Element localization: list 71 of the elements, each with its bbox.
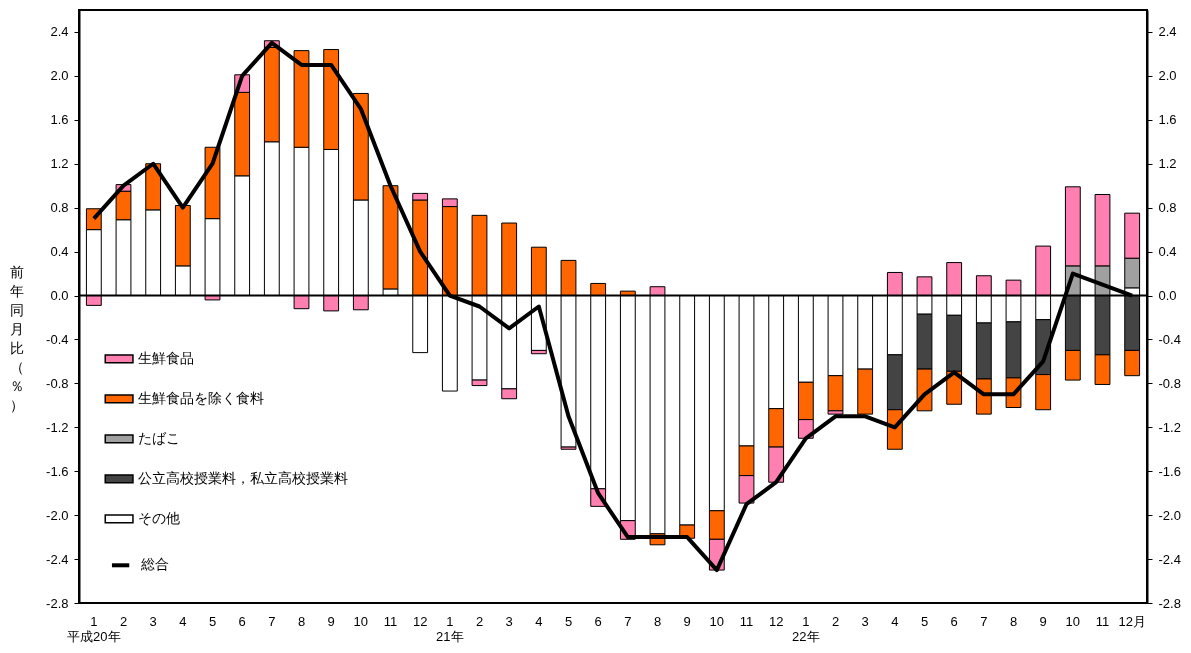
x-tick-label: 4: [179, 613, 187, 629]
x-tick-label: 8: [1009, 613, 1018, 629]
x-tick-label: 9: [327, 613, 335, 629]
x-tick-label: 5: [208, 613, 217, 629]
legend-label: たばこ: [137, 429, 180, 446]
y-tick-label: 0.4: [50, 244, 69, 260]
x-tick-label: 10: [709, 613, 725, 629]
x-tick-label: 3: [505, 613, 513, 629]
x-tick-label: 11: [739, 613, 754, 629]
x-tick-label: 9: [683, 613, 691, 629]
y-tick-label: 1.2: [50, 156, 69, 172]
x-tick-label: 1 平成20年: [67, 613, 121, 644]
x-tick-label: 3: [149, 613, 157, 629]
x-tick-label: 5: [920, 613, 929, 629]
y-tick-label: -0.8: [46, 375, 69, 391]
x-tick-label: 4: [535, 613, 543, 629]
y-tick-label: 0.0: [50, 288, 69, 304]
legend-label: 公立高校授業料，私立高校授業料: [137, 469, 348, 486]
x-tick-label: 12: [412, 613, 428, 629]
x-tick-label: 6: [238, 613, 246, 629]
x-tick-label: 2: [475, 613, 484, 629]
x-tick-label: 1 22年: [792, 613, 820, 644]
y-axis-title: 前年同月比（％）: [10, 264, 24, 414]
y2-tick-label: -2.0: [1158, 507, 1181, 523]
y-tick-label: -2.0: [46, 507, 69, 523]
x-tick-label: 1 21年: [436, 613, 464, 644]
x-tick-label: 7: [268, 613, 276, 629]
x-tick-label: 6: [594, 613, 602, 629]
y-tick-label: 1.6: [50, 112, 69, 128]
y-tick-label: 0.8: [50, 200, 69, 216]
legend-label: 生鮮食品を除く食料: [137, 389, 264, 406]
legend-label: 総合: [139, 556, 169, 573]
x-tick-label: 11: [1095, 613, 1110, 629]
x-tick-label: 10: [353, 613, 369, 629]
y2-tick-label: 0.0: [1158, 288, 1177, 304]
x-tick-label: 7: [624, 613, 632, 629]
x-tick-label: 8: [653, 613, 662, 629]
y2-tick-label: 0.8: [1158, 200, 1177, 216]
legend-label: 生鮮食品: [137, 349, 194, 366]
y-tick-label: 2.4: [50, 24, 69, 40]
y-tick-label: -0.4: [46, 331, 69, 347]
y2-tick-label: -2.8: [1158, 595, 1181, 611]
y2-tick-label: 1.6: [1158, 112, 1177, 128]
x-tick-label: 8: [297, 613, 306, 629]
x-tick-label: 7: [980, 613, 988, 629]
x-tick-label: 11: [383, 613, 398, 629]
legend-label: その他: [137, 509, 180, 526]
x-tick-label: 4: [891, 613, 899, 629]
y-tick-label: -1.6: [46, 463, 69, 479]
y-tick-label: -2.4: [46, 551, 69, 567]
x-tick-label: 9: [1039, 613, 1047, 629]
x-tick-label: 10: [1065, 613, 1081, 629]
x-tick-label: 12: [768, 613, 784, 629]
y2-tick-label: 0.4: [1158, 244, 1177, 260]
y2-tick-label: 2.0: [1158, 68, 1177, 84]
y2-tick-label: -1.2: [1158, 419, 1181, 435]
y2-tick-label: 1.2: [1158, 156, 1177, 172]
y-tick-label: 2.0: [50, 68, 69, 84]
y2-tick-label: 2.4: [1158, 24, 1177, 40]
y2-tick-label: -1.6: [1158, 463, 1181, 479]
y2-tick-label: -2.4: [1158, 551, 1181, 567]
x-tick-label: 3: [861, 613, 869, 629]
x-tick-label: 6: [950, 613, 958, 629]
y-tick-label: -2.8: [46, 595, 69, 611]
x-tick-label: 2: [831, 613, 840, 629]
x-tick-label: 2: [119, 613, 128, 629]
x-tick-label: 12月: [1118, 613, 1146, 629]
y2-tick-label: -0.4: [1158, 331, 1181, 347]
y-tick-label: -1.2: [46, 419, 69, 435]
y2-tick-label: -0.8: [1158, 375, 1181, 391]
x-tick-label: 5: [564, 613, 573, 629]
